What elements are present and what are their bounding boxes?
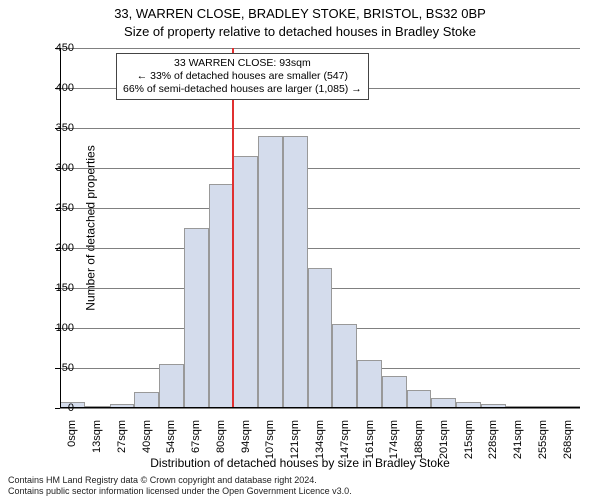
- xtick-label: 201sqm: [438, 420, 450, 470]
- xtick-label: 147sqm: [339, 420, 351, 470]
- xtick-label: 13sqm: [91, 420, 103, 470]
- footer-line: Contains HM Land Registry data © Crown c…: [8, 475, 352, 485]
- ytick-label: 250: [34, 202, 74, 214]
- xtick-label: 174sqm: [388, 420, 400, 470]
- ytick-label: 50: [34, 362, 74, 374]
- x-axis-line: [60, 407, 580, 408]
- grid-line: [60, 248, 580, 249]
- histogram-bar: [134, 392, 159, 408]
- chart-container: 33, WARREN CLOSE, BRADLEY STOKE, BRISTOL…: [0, 0, 600, 500]
- histogram-bar: [159, 364, 184, 408]
- ytick-label: 200: [34, 242, 74, 254]
- xtick-label: 27sqm: [116, 420, 128, 470]
- histogram-bar: [308, 268, 333, 408]
- xtick-label: 188sqm: [413, 420, 425, 470]
- xtick-label: 268sqm: [562, 420, 574, 470]
- chart-title-address: 33, WARREN CLOSE, BRADLEY STOKE, BRISTOL…: [0, 6, 600, 21]
- plot-area: [60, 48, 580, 408]
- chart-title-desc: Size of property relative to detached ho…: [0, 24, 600, 39]
- histogram-bar: [283, 136, 308, 408]
- ytick-label: 350: [34, 122, 74, 134]
- footer-attribution: Contains HM Land Registry data © Crown c…: [8, 475, 352, 496]
- ytick-label: 300: [34, 162, 74, 174]
- histogram-bar: [184, 228, 209, 408]
- xtick-label: 134sqm: [314, 420, 326, 470]
- xtick-label: 215sqm: [463, 420, 475, 470]
- grid-line: [60, 168, 580, 169]
- xtick-label: 161sqm: [364, 420, 376, 470]
- histogram-bar: [357, 360, 382, 408]
- xtick-label: 0sqm: [66, 420, 78, 470]
- histogram-bar: [258, 136, 283, 408]
- xtick-label: 67sqm: [190, 420, 202, 470]
- y-axis-line: [60, 48, 61, 408]
- histogram-bar: [209, 184, 234, 408]
- ytick-label: 150: [34, 282, 74, 294]
- annotation-box: 33 WARREN CLOSE: 93sqm ← 33% of detached…: [116, 53, 369, 100]
- xtick-label: 228sqm: [487, 420, 499, 470]
- xtick-label: 80sqm: [215, 420, 227, 470]
- ytick-label: 450: [34, 42, 74, 54]
- annotation-line: 33 WARREN CLOSE: 93sqm: [123, 57, 362, 70]
- xtick-label: 107sqm: [264, 420, 276, 470]
- ytick-label: 100: [34, 322, 74, 334]
- ytick-label: 0: [34, 402, 74, 414]
- footer-line: Contains public sector information licen…: [8, 486, 352, 496]
- ytick-label: 400: [34, 82, 74, 94]
- grid-line: [60, 208, 580, 209]
- grid-line: [60, 48, 580, 49]
- reference-line: [232, 48, 234, 408]
- xtick-label: 241sqm: [512, 420, 524, 470]
- grid-line: [60, 128, 580, 129]
- xtick-label: 54sqm: [165, 420, 177, 470]
- histogram-bar: [382, 376, 407, 408]
- annotation-line: ← 33% of detached houses are smaller (54…: [123, 70, 362, 83]
- histogram-bar: [233, 156, 258, 408]
- xtick-label: 40sqm: [141, 420, 153, 470]
- annotation-line: 66% of semi-detached houses are larger (…: [123, 83, 362, 96]
- xtick-label: 255sqm: [537, 420, 549, 470]
- xtick-label: 94sqm: [240, 420, 252, 470]
- histogram-bar: [332, 324, 357, 408]
- xtick-label: 121sqm: [289, 420, 301, 470]
- histogram-bar: [407, 390, 432, 408]
- grid-line: [60, 408, 580, 409]
